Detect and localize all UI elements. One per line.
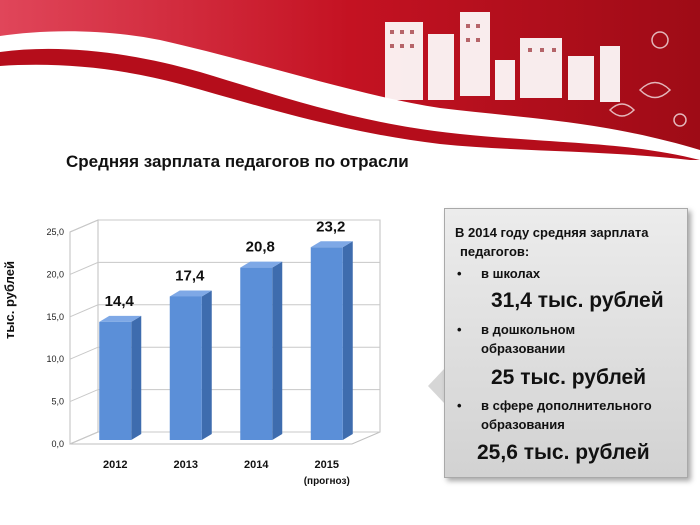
bar-2013: [169, 290, 212, 440]
x-tick-note: (прогноз): [304, 476, 350, 487]
x-tick-label: 2015: [315, 459, 339, 471]
callout-amount-schools: 31,4 тыс. рублей: [491, 289, 664, 312]
x-tick-label: 2012: [103, 459, 127, 471]
gridline: [69, 346, 380, 360]
bar-top: [240, 261, 283, 268]
bar-side: [272, 261, 283, 440]
callout-item-label: в школах: [481, 266, 541, 281]
bar-2014: [240, 261, 283, 440]
callout-amount-additional: 25,6 тыс. рублей: [477, 441, 650, 464]
bar-top: [310, 241, 353, 248]
bar-top: [99, 315, 142, 322]
bar-front: [169, 296, 202, 440]
gridline: [69, 219, 380, 233]
bullet-icon: •: [457, 322, 462, 337]
data-label: 23,2: [316, 218, 345, 235]
callout-item-label: образовании: [481, 341, 566, 356]
gridline: [69, 261, 380, 275]
callout-intro-line: В 2014 году средняя зарплата: [455, 225, 649, 240]
callout-amount-preschool: 25 тыс. рублей: [491, 366, 647, 389]
gridline: [69, 431, 380, 445]
callout-item-label: в сфере дополнительного: [481, 398, 652, 413]
data-label: 14,4: [105, 293, 135, 310]
bullet-icon: •: [457, 266, 462, 281]
bar-2012: [99, 315, 142, 440]
bar-front: [99, 321, 132, 440]
data-label: 17,4: [175, 267, 205, 284]
bar-front: [240, 267, 273, 440]
bar-2015: [310, 241, 353, 440]
floral-ornament: [608, 31, 687, 127]
y-tick-label: 0,0: [51, 439, 64, 449]
bullet-icon: •: [457, 398, 462, 413]
bar-front: [310, 247, 343, 440]
callout-item-label: в дошкольном: [481, 322, 576, 337]
x-tick-label: 2014: [244, 459, 269, 471]
gridline: [69, 304, 380, 318]
gridline: [69, 389, 380, 403]
y-tick-label: 20,0: [46, 269, 64, 279]
info-callout: В 2014 году средняя зарплата педагогов: …: [428, 208, 690, 483]
data-label: 20,8: [246, 239, 275, 256]
bar-side: [131, 315, 142, 440]
y-tick-label: 25,0: [46, 227, 64, 237]
header-banner: [0, 0, 700, 160]
y-tick-label: 15,0: [46, 312, 64, 322]
bar-side: [342, 241, 353, 440]
callout-box: В 2014 году средняя зарплата педагогов: …: [444, 208, 688, 478]
x-tick-label: 2013: [174, 459, 198, 471]
callout-pointer: [428, 368, 445, 404]
callout-intro-line: педагогов:: [460, 244, 530, 259]
callout-item-label: образования: [481, 417, 565, 432]
callout-intro: В 2014 году средняя зарплата педагогов:: [455, 223, 687, 261]
bar-top: [169, 290, 212, 297]
y-tick-label: 5,0: [51, 397, 64, 407]
y-tick-label: 10,0: [46, 354, 64, 364]
chart-title: Средняя зарплата педагогов по отрасли: [66, 152, 409, 171]
bar-side: [201, 290, 212, 440]
chart-side-wall: [69, 219, 99, 445]
bar-chart: 0,05,010,015,020,025,0 14,417,420,823,2 …: [46, 218, 381, 487]
